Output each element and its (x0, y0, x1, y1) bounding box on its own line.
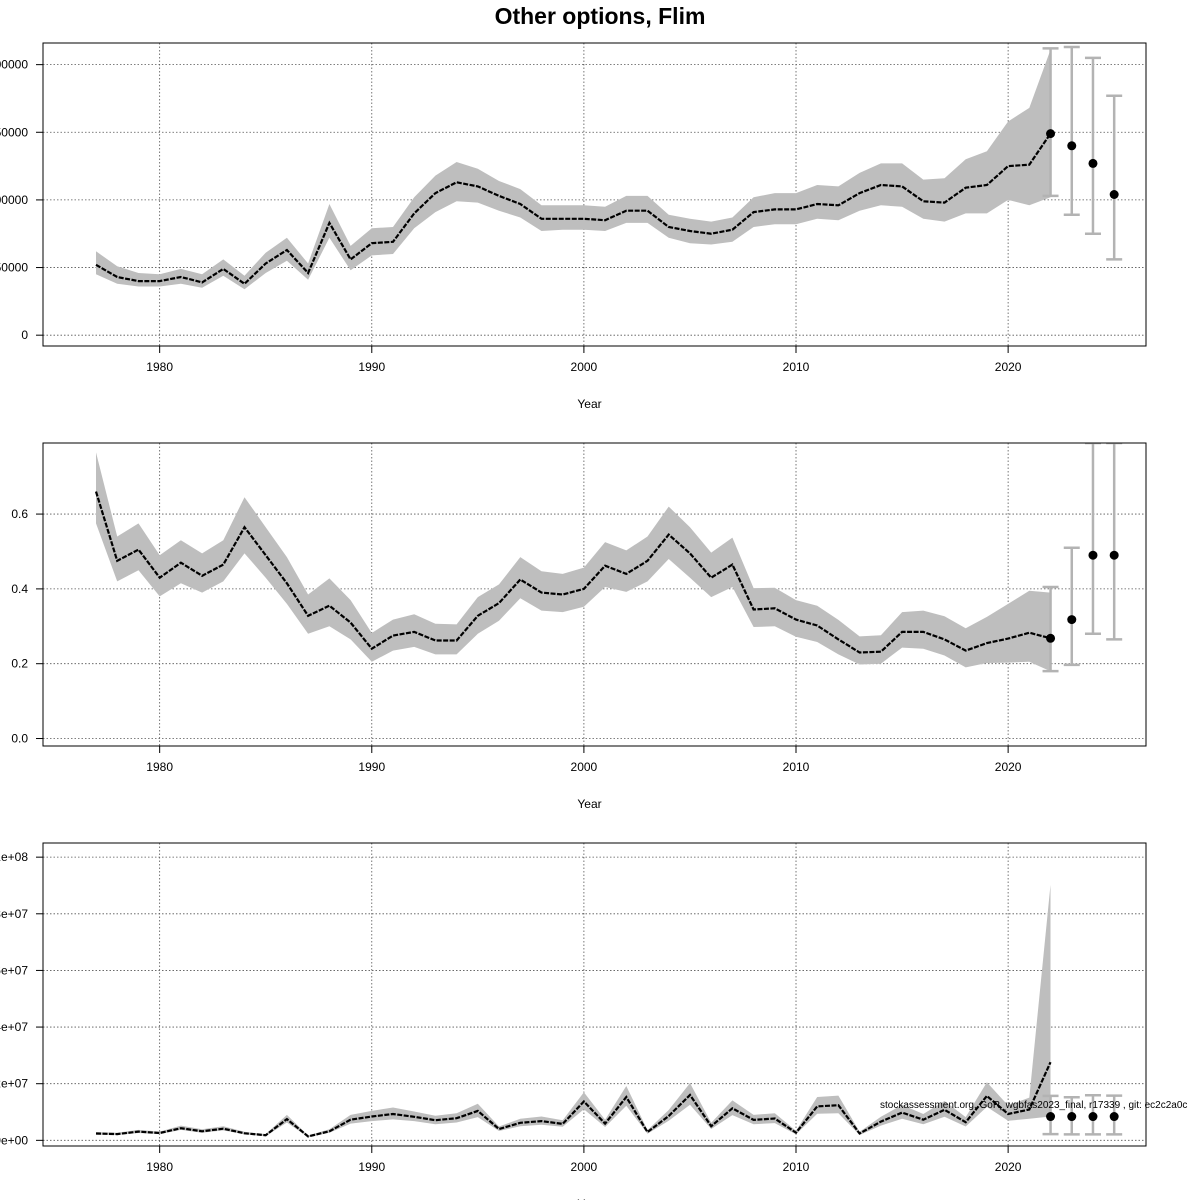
y-tick-label: 0.0 (11, 732, 28, 746)
forecast-point (1088, 550, 1098, 560)
x-axis-label: Year (577, 797, 601, 811)
forecast-point (1067, 141, 1077, 151)
y-tick-label: 8e+07 (0, 907, 28, 921)
confidence-band (96, 49, 1051, 290)
x-tick-label: 1990 (358, 360, 385, 374)
y-tick-label: 1e+08 (0, 850, 28, 864)
y-tick-label: 0 (21, 328, 28, 342)
y-tick-label: 0.6 (11, 507, 28, 521)
plot-area (43, 443, 1146, 746)
footer-text: stockassessment.org, GoR_wgbfas2023_fina… (880, 1100, 1187, 1111)
forecast-point (1046, 1112, 1056, 1122)
plot-frame (42, 442, 1147, 747)
y-tick-label: 6e+07 (0, 963, 28, 977)
forecast-point (1109, 550, 1119, 560)
forecast-point (1046, 129, 1056, 139)
forecast-point (1109, 1112, 1119, 1122)
forecast-point (1046, 633, 1056, 643)
estimate-line (95, 1061, 1052, 1138)
panel-1: 1980 1990 2000 2010 2020 0 50000 100000 150000 20… (0, 42, 1147, 411)
confidence-band (96, 884, 1051, 1138)
forecast-point (1067, 615, 1077, 625)
y-tick-label: 4e+07 (0, 1020, 28, 1034)
x-tick-label: 2010 (783, 360, 810, 374)
forecast-point (1088, 1112, 1098, 1122)
x-tick-label: 2020 (995, 360, 1022, 374)
x-axis-label: Year (577, 1197, 601, 1200)
panel-3: 1980 1990 2000 2010 2020 0e+00 2e+07 4e+07 6e+07… (0, 842, 1147, 1200)
x-tick-label: 2010 (783, 760, 810, 774)
y-tick-label: 50000 (0, 261, 28, 275)
forecast-point (1109, 190, 1119, 199)
y-tick-label: 0.4 (11, 582, 28, 596)
plot-frame (42, 842, 1147, 1147)
figure-title: Other options, Flim (495, 3, 706, 29)
x-tick-label: 2020 (995, 1160, 1022, 1174)
x-tick-label: 2000 (571, 760, 598, 774)
x-tick-label: 1980 (146, 760, 173, 774)
y-tick-label: 0.2 (11, 657, 28, 671)
y-tick-label: 0e+00 (0, 1133, 28, 1147)
x-tick-label: 2000 (571, 360, 598, 374)
y-tick-label: 150000 (0, 125, 28, 139)
plot-area (43, 843, 1146, 1146)
x-tick-label: 1990 (358, 1160, 385, 1174)
plot-area (43, 43, 1146, 346)
estimate-line (94, 491, 1051, 654)
panels: 1980 1990 2000 2010 2020 0 50000 100000 150000 20… (0, 42, 1147, 1200)
x-axis-label: Year (577, 397, 601, 411)
x-tick-label: 1990 (358, 760, 385, 774)
x-tick-label: 1980 (146, 360, 173, 374)
x-tick-label: 2010 (783, 1160, 810, 1174)
x-tick-label: 2000 (571, 1160, 598, 1174)
plot-frame (42, 42, 1147, 347)
y-tick-label: 2e+07 (0, 1077, 28, 1091)
panel-2: 1980 1990 2000 2010 2020 0.0 0.2 0.4 0.6 Year (11, 442, 1147, 811)
y-tick-label: 100000 (0, 193, 28, 207)
forecast-point (1088, 158, 1098, 168)
estimate-line (95, 132, 1052, 286)
confidence-band (96, 452, 1051, 672)
x-tick-label: 2020 (995, 760, 1022, 774)
x-tick-label: 1980 (146, 1160, 173, 1174)
forecast-point (1067, 1112, 1077, 1122)
